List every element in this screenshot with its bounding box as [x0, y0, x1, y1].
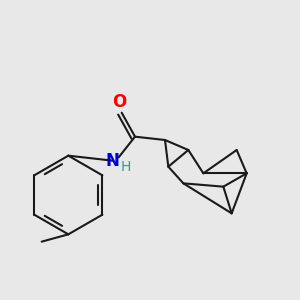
Text: N: N — [106, 152, 120, 170]
Text: H: H — [121, 160, 131, 174]
Text: O: O — [112, 93, 126, 111]
